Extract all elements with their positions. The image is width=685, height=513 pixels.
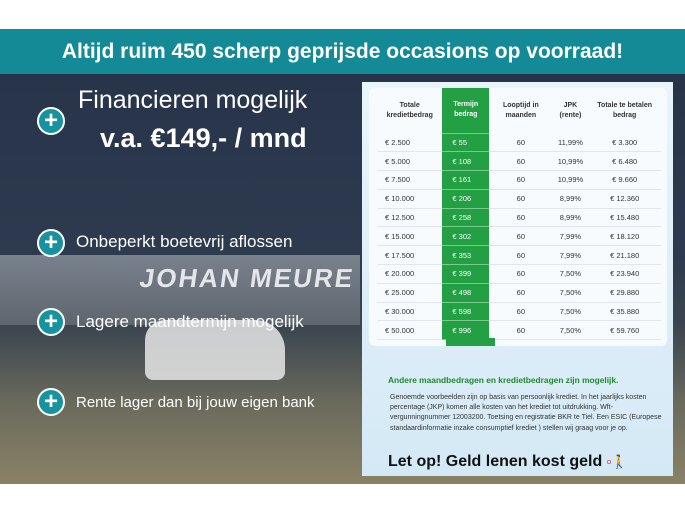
table-cell: 10,99% bbox=[552, 151, 589, 172]
warning-text: Let op! Geld lenen kost geld bbox=[388, 453, 603, 470]
plus-icon: + bbox=[37, 388, 65, 416]
benefit-2: Lagere maandtermijn mogelijk bbox=[76, 312, 304, 331]
table-row: € 7.500 € 161 60 10,99% € 9.660 bbox=[377, 170, 661, 190]
table-cell: € 18.120 bbox=[588, 226, 661, 247]
table-cell: 11,99% bbox=[552, 133, 589, 153]
table-cell: 60 bbox=[489, 133, 553, 153]
table-cell: € 17.500 bbox=[377, 245, 443, 266]
table-cell: € 35.880 bbox=[588, 302, 661, 322]
table-cell: € 23.940 bbox=[588, 264, 661, 284]
walking-person-icon: ▫🚶 bbox=[606, 454, 628, 469]
plus-icon: + bbox=[37, 107, 65, 135]
table-cell: 7,50% bbox=[552, 320, 589, 341]
table-row: € 50.000 € 996 60 7,50% € 59.760 bbox=[377, 320, 661, 341]
table-cell: € 30.000 bbox=[377, 302, 443, 322]
col-header: Looptijd in maanden bbox=[502, 101, 539, 119]
benefit-3: Rente lager dan bij jouw eigen bank bbox=[76, 394, 315, 411]
subheading: Andere maandbedragen en kredietbedragen … bbox=[388, 375, 619, 385]
table-cell: € 15.000 bbox=[377, 226, 443, 247]
table-row: € 5.000 € 108 60 10,99% € 6.480 bbox=[377, 151, 661, 172]
table-cell: € 206 bbox=[442, 189, 490, 209]
table-cell: € 50.000 bbox=[377, 320, 443, 341]
fineprint: Genoemde voorbeelden zijn op basis van p… bbox=[390, 394, 662, 432]
table-cell: € 6.480 bbox=[588, 151, 661, 172]
top-banner: Altijd ruim 450 scherp geprijsde occasio… bbox=[0, 29, 685, 74]
table-cell: 60 bbox=[489, 226, 553, 247]
table-row: € 20.000 € 399 60 7,50% € 23.940 bbox=[377, 264, 661, 284]
table-cell: € 161 bbox=[442, 170, 490, 190]
benefit-1: Onbeperkt boetevrij aflossen bbox=[76, 232, 293, 251]
table-row: € 12.500 € 258 60 8,99% € 15.480 bbox=[377, 208, 661, 228]
table-row: € 30.000 € 598 60 7,50% € 35.880 bbox=[377, 302, 661, 322]
col-header: JPK (rente) bbox=[559, 101, 582, 119]
loan-warning: Let op! Geld lenen kost geld ▫🚶 bbox=[388, 453, 628, 471]
table-cell: 60 bbox=[489, 264, 553, 284]
table-cell: 60 bbox=[489, 170, 553, 190]
finance-panel: Totale kredietbedrag Termijn bedrag Loop… bbox=[362, 82, 673, 476]
table-cell: 8,99% bbox=[552, 208, 589, 228]
col-header: Totale kredietbedrag bbox=[386, 101, 433, 119]
table-row: € 17.500 € 353 60 7,99% € 21.180 bbox=[377, 245, 661, 266]
table-cell: 7,99% bbox=[552, 245, 589, 266]
table-cell: € 5.000 bbox=[377, 151, 443, 172]
table-cell: 7,50% bbox=[552, 264, 589, 284]
table-cell: € 25.000 bbox=[377, 283, 443, 303]
table-cell: € 9.660 bbox=[588, 170, 661, 190]
table-cell: 60 bbox=[489, 283, 553, 303]
table-cell: € 996 bbox=[442, 320, 490, 341]
table-cell: € 29.880 bbox=[588, 283, 661, 303]
dealership-sign-text: JOHAN MEURE bbox=[137, 263, 357, 293]
table-row: € 2.500 € 55 60 11,99% € 3.300 bbox=[377, 133, 661, 153]
table-cell: € 399 bbox=[442, 264, 490, 284]
col-header: Termijn bedrag bbox=[442, 88, 490, 134]
table-cell: € 598 bbox=[442, 302, 490, 322]
table-cell: € 108 bbox=[442, 151, 490, 172]
table-cell: € 258 bbox=[442, 208, 490, 228]
table-cell: € 302 bbox=[442, 226, 490, 247]
table-cell: 7,50% bbox=[552, 302, 589, 322]
headline-line1: Financieren mogelijk bbox=[78, 86, 308, 114]
finance-table: Totale kredietbedrag Termijn bedrag Loop… bbox=[377, 88, 661, 341]
table-cell: € 7.500 bbox=[377, 170, 443, 190]
table-cell: € 59.760 bbox=[588, 320, 661, 341]
table-cell: 60 bbox=[489, 302, 553, 322]
table-cell: € 353 bbox=[442, 245, 490, 266]
col-header: Totale te betalen bedrag bbox=[597, 101, 653, 119]
table-cell: 7,50% bbox=[552, 283, 589, 303]
plus-icon: + bbox=[37, 229, 65, 257]
table-cell: € 498 bbox=[442, 283, 490, 303]
finance-table-card: Totale kredietbedrag Termijn bedrag Loop… bbox=[369, 88, 667, 346]
table-cell: 60 bbox=[489, 208, 553, 228]
table-cell: 7,99% bbox=[552, 226, 589, 247]
table-cell: € 15.480 bbox=[588, 208, 661, 228]
table-cell: 60 bbox=[489, 189, 553, 209]
table-cell: 60 bbox=[489, 151, 553, 172]
table-cell: € 3.300 bbox=[588, 133, 661, 153]
car-image bbox=[145, 320, 285, 380]
table-cell: 8,99% bbox=[552, 189, 589, 209]
plus-icon: + bbox=[37, 308, 65, 336]
table-cell: € 21.180 bbox=[588, 245, 661, 266]
highlight-column-end bbox=[446, 338, 495, 346]
table-cell: 10,99% bbox=[552, 170, 589, 190]
table-row: € 25.000 € 498 60 7,50% € 29.880 bbox=[377, 283, 661, 303]
table-cell: € 12.500 bbox=[377, 208, 443, 228]
table-cell: 60 bbox=[489, 320, 553, 341]
table-cell: € 20.000 bbox=[377, 264, 443, 284]
table-cell: € 55 bbox=[442, 133, 490, 153]
headline-price: v.a. €149,- / mnd bbox=[100, 123, 307, 153]
table-row: € 10.000 € 206 60 8,99% € 12.360 bbox=[377, 189, 661, 209]
table-cell: € 2.500 bbox=[377, 133, 443, 153]
table-cell: € 10.000 bbox=[377, 189, 443, 209]
table-cell: € 12.360 bbox=[588, 189, 661, 209]
table-cell: 60 bbox=[489, 245, 553, 266]
table-row: € 15.000 € 302 60 7,99% € 18.120 bbox=[377, 226, 661, 247]
